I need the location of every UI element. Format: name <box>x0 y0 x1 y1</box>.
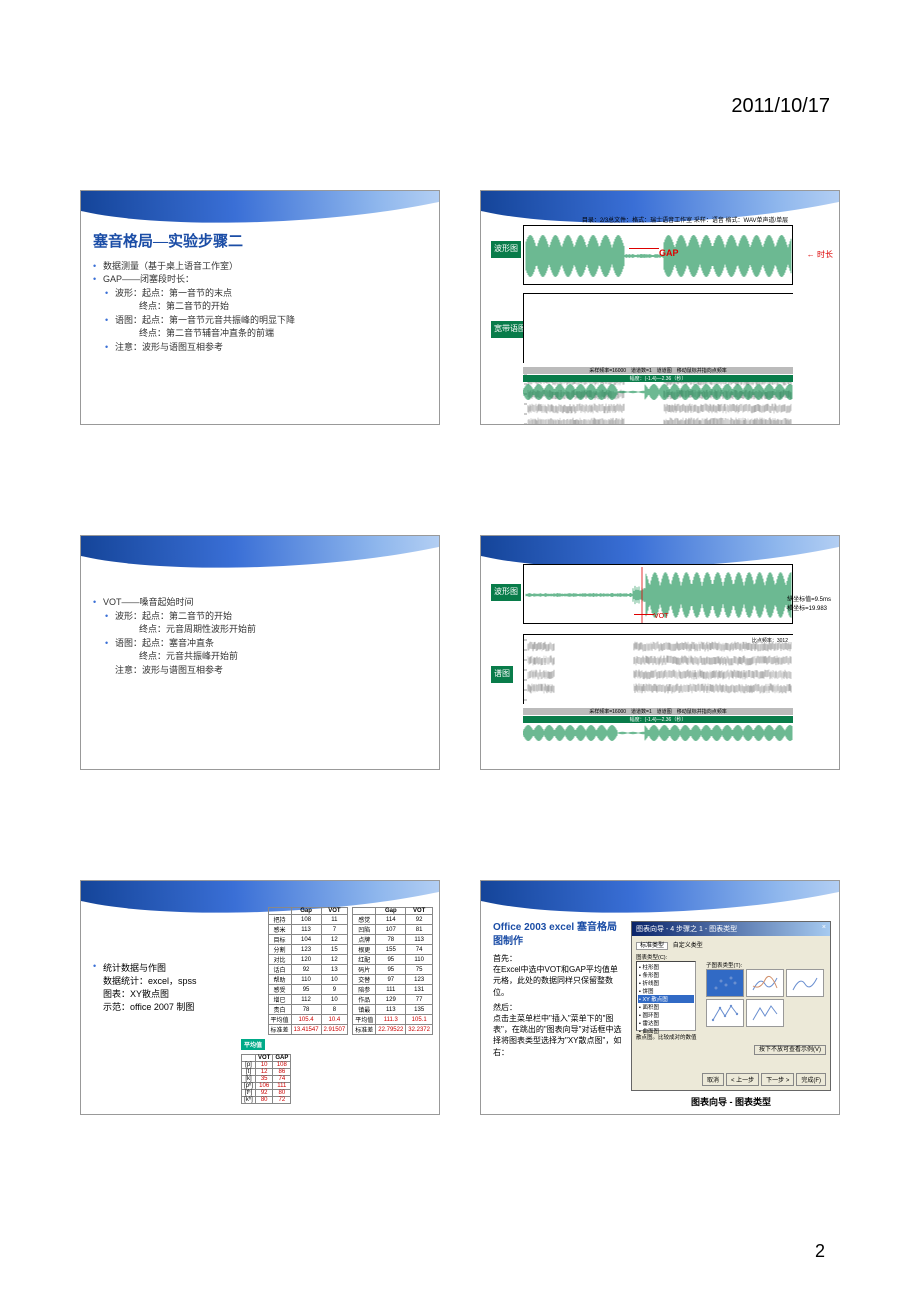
subtype-2[interactable] <box>746 969 784 997</box>
slide6-p1: 首先： <box>493 953 623 964</box>
slide2-wave-panel: GAP <box>523 225 793 285</box>
swoosh-header <box>81 191 439 227</box>
slide1-b4b: 终点：第二音节辅音冲直条的前端 <box>93 327 427 341</box>
slide-3: VOT——嗓音起始时间 波形：起点：第二音节的开始 终点：元音周期性波形开始前 … <box>80 535 440 770</box>
slide1-b4: 语图：起点：第一音节元音共振峰的明显下降 <box>93 314 427 328</box>
close-icon[interactable]: × <box>822 924 826 934</box>
slide5-avgtable: VOTGAP[p]10108[t]1286[k]3574[pʰ]106111[t… <box>241 1054 291 1104</box>
gap-label: GAP <box>659 248 679 258</box>
chart-type-label: 图表类型(C): <box>636 953 826 961</box>
chart-type-option[interactable]: ▪ 雷达图 <box>638 1019 694 1027</box>
slide5-tables: GapVOT把持10811感米1137目标10412分割12315对比12012… <box>268 907 434 1035</box>
subtype-5[interactable] <box>746 999 784 1027</box>
slide4-spec-panel: 比点频率：3012 <box>523 634 793 704</box>
subtype-label: 子图表类型(T): <box>706 961 826 969</box>
slide4-bottomwave <box>523 724 793 742</box>
slide-4: 波形图 VOT 纵坐标值=9.5ms 横坐标=19.983 谱图 比点频率：30… <box>480 535 840 770</box>
slide5-text: 统计数据与作图 数据统计：excel，spss 图表：XY散点图 示范：offi… <box>93 961 223 1013</box>
slide1-b3b: 终点：第二音节的开始 <box>93 300 427 314</box>
slide4-posinfo: 纵坐标值=9.5ms 横坐标=19.983 <box>787 594 831 612</box>
slide-2: 目录：2/3总文件：格式：瑞士语音工作室 采样：语音 格式：WAV单声道/单层 … <box>480 190 840 425</box>
slide5-avgblock: 平均值 VOTGAP[p]10108[t]1286[k]3574[pʰ]1061… <box>241 1034 291 1104</box>
avg-head: 平均值 <box>241 1039 265 1050</box>
slide4-status: 采样频率=16000 道道数=1 道道图 移动鼠标并指向点频率 <box>523 708 793 715</box>
slide1-title: 塞音格局—实验步骤二 <box>93 231 427 254</box>
slide3-b3: 语图：起点：塞音冲直条 <box>93 637 427 651</box>
chart-type-option[interactable]: ▪ 圆环图 <box>638 1011 694 1019</box>
tab-custom[interactable]: 自定义类型 <box>670 943 706 949</box>
wizard-button[interactable]: 下一步 > <box>761 1073 794 1086</box>
slide6-p2: 在Excel中选中VOT和GAP平均值单元格，此处的数据同样只保留整数位。 <box>493 964 623 998</box>
slide-5: 统计数据与作图 数据统计：excel，spss 图表：XY散点图 示范：offi… <box>80 880 440 1115</box>
slide6-title: Office 2003 excel 塞音格局图制作 <box>493 921 623 949</box>
slide-6: Office 2003 excel 塞音格局图制作 首先： 在Excel中选中V… <box>480 880 840 1115</box>
slide3-b2: 波形：起点：第二音节的开始 <box>93 610 427 624</box>
slide2-status: 采样频率=16000 道道数=1 道道图 移动鼠标并指向点频率 <box>523 367 793 374</box>
slide1-b5: 注意：波形与语图互相参考 <box>93 341 427 355</box>
wizard-buttons: 取消< 上一步下一步 >完成(F) <box>702 1073 826 1086</box>
vot-label: VOT <box>654 613 668 620</box>
tab-standard[interactable]: 标准类型 <box>636 942 668 950</box>
wizard-button[interactable]: < 上一步 <box>726 1073 759 1086</box>
chart-type-list[interactable]: ▪ 柱形图▪ 条形图▪ 折线图▪ 饼图▪ XY 散点图▪ 面积图▪ 圆环图▪ 雷… <box>636 961 696 1031</box>
slide1-b2: GAP——闭塞段时长： <box>93 273 427 287</box>
wizard-title-text: 图表向导 - 4 步骤之 1 - 图表类型 <box>636 924 737 934</box>
slide1-b1: 数据测量（基于桌上语音工作室） <box>93 260 427 274</box>
chart-type-option[interactable]: ▪ XY 散点图 <box>638 995 694 1003</box>
chart-wizard-dialog: 图表向导 - 4 步骤之 1 - 图表类型 × 标准类型 自定义类型 图表类型(… <box>631 921 831 1091</box>
subtype-4[interactable] <box>706 999 744 1027</box>
slide6-p4: 点击主菜单栏中"插入"菜单下的"图表"，在跳出的"图表向导"对话框中选择将图表类… <box>493 1013 623 1058</box>
preview-button[interactable]: 按下不放可查看示例(V) <box>754 1045 826 1055</box>
subtype-3[interactable] <box>786 969 824 997</box>
slide5-b4: 示范：office 2007 制图 <box>93 1000 223 1013</box>
slide6-p3: 然后： <box>493 1002 623 1013</box>
slide5-tableB: GapVOT感觉11492凹陷10781点牌78113根更15574红配9511… <box>352 907 433 1035</box>
duration-arrow: ← 时长 <box>807 249 833 260</box>
slide5-tableA: GapVOT把持10811感米1137目标10412分割12315对比12012… <box>268 907 349 1035</box>
chart-type-option[interactable]: ▪ 面积图 <box>638 1003 694 1011</box>
subtype-desc: 散点图。比较成对的数值 <box>636 1031 826 1041</box>
slide4-spec-label: 谱图 <box>491 666 513 683</box>
slide2-bottomwave <box>523 383 793 401</box>
slide4-topright: 比点频率：3012 <box>752 637 788 644</box>
swoosh-header <box>81 536 439 572</box>
slide1-b3: 波形：起点：第一音节的末点 <box>93 287 427 301</box>
slide5-b2: 数据统计：excel，spss <box>93 974 223 987</box>
slide4-wave-panel: VOT <box>523 564 793 624</box>
slides-grid: 塞音格局—实验步骤二 数据测量（基于桌上语音工作室） GAP——闭塞段时长： 波… <box>80 190 840 1115</box>
slide2-topinfo: 目录：2/3总文件：格式：瑞士语音工作室 采样：语音 格式：WAV单声道/单层 <box>541 215 829 224</box>
slide2-wave-label: 波形图 <box>491 241 521 258</box>
gap-arrow <box>629 248 659 249</box>
chart-type-option[interactable]: ▪ 柱形图 <box>638 963 694 971</box>
slide4-wave-label: 波形图 <box>491 584 521 601</box>
chart-type-option[interactable]: ▪ 饼图 <box>638 987 694 995</box>
swoosh-header <box>481 881 839 917</box>
slide2-range: 幅度：(-1.4)—2.36（秒） <box>523 375 793 382</box>
header-date: 2011/10/17 <box>731 95 830 118</box>
chart-type-option[interactable]: ▪ 折线图 <box>638 979 694 987</box>
slide5-b1: 统计数据与作图 <box>93 961 223 974</box>
subtype-1[interactable] <box>706 969 744 997</box>
wizard-caption: 图表向导 - 图表类型 <box>631 1095 831 1108</box>
slide3-b1: VOT——嗓音起始时间 <box>93 596 427 610</box>
slide5-b3: 图表：XY散点图 <box>93 987 223 1000</box>
slide3-b3b: 终点：元音共振峰开始前 <box>93 650 427 664</box>
slide2-spec-panel <box>523 293 793 363</box>
page-number: 2 <box>815 1241 825 1262</box>
wizard-button[interactable]: 取消 <box>702 1073 724 1086</box>
slide-1: 塞音格局—实验步骤二 数据测量（基于桌上语音工作室） GAP——闭塞段时长： 波… <box>80 190 440 425</box>
slide3-b2b: 终点：元音周期性波形开始前 <box>93 623 427 637</box>
wizard-titlebar: 图表向导 - 4 步骤之 1 - 图表类型 × <box>632 922 830 936</box>
wizard-button[interactable]: 完成(F) <box>796 1073 826 1086</box>
chart-type-option[interactable]: ▪ 条形图 <box>638 971 694 979</box>
subtype-grid <box>706 969 826 1027</box>
vot-arrow <box>634 614 654 615</box>
slide4-range: 幅度：(-1.4)—2.36（秒） <box>523 716 793 723</box>
slide3-b4: 注意：波形与谱图互相参考 <box>93 664 427 678</box>
slide6-text: Office 2003 excel 塞音格局图制作 首先： 在Excel中选中V… <box>493 921 623 1058</box>
spectrogram-icon <box>524 294 794 364</box>
